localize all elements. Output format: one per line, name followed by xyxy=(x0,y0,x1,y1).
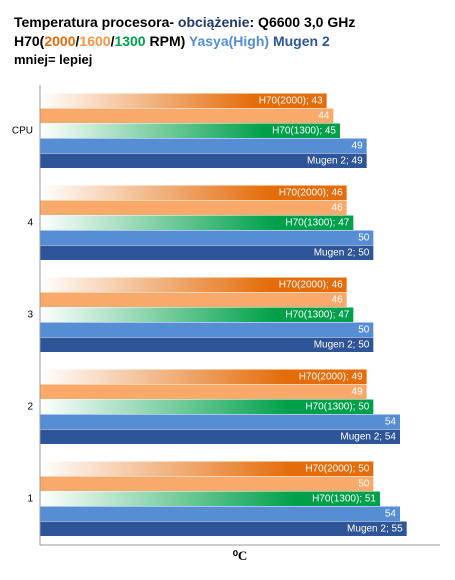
data-label: 49 xyxy=(352,141,364,152)
y-tick-label: 1 xyxy=(27,494,33,505)
data-label: H70(2000); 50 xyxy=(305,464,369,475)
x-axis-label: ⁰C xyxy=(233,548,248,563)
bar xyxy=(40,476,374,491)
bar xyxy=(40,399,374,414)
bar xyxy=(40,245,374,260)
title-segment: 1600 xyxy=(79,33,110,49)
bar xyxy=(40,307,354,322)
y-tick-label: CPU xyxy=(12,126,33,137)
title-segment: / xyxy=(111,33,115,49)
title-segment: mniej= lepiej xyxy=(14,52,92,67)
title-line: mniej= lepiej xyxy=(14,52,92,67)
title-segment: H70( xyxy=(14,33,45,49)
data-label: H70(2000); 49 xyxy=(299,372,363,383)
bar xyxy=(40,200,347,215)
bar xyxy=(40,337,374,352)
bar xyxy=(40,230,374,245)
bar xyxy=(40,108,334,123)
data-label: 50 xyxy=(358,233,370,244)
data-label: Mugen 2; 55 xyxy=(347,524,403,535)
bar xyxy=(40,153,367,168)
data-label: H70(1300); 51 xyxy=(312,494,376,505)
data-label: 44 xyxy=(318,111,330,122)
data-label: H70(2000); 46 xyxy=(279,280,343,291)
data-label: H70(1300); 47 xyxy=(285,218,349,229)
data-label: 46 xyxy=(332,295,344,306)
bar xyxy=(40,521,407,536)
y-tick-label: 3 xyxy=(27,310,33,321)
bar xyxy=(40,506,400,521)
bar xyxy=(40,292,347,307)
bar xyxy=(40,369,367,384)
data-label: Mugen 2; 50 xyxy=(314,340,370,351)
title-segment: 1300 xyxy=(114,33,145,49)
title-segment: Mugen 2 xyxy=(269,33,330,49)
title-segment: RPM) xyxy=(146,33,186,49)
y-tick-label: 4 xyxy=(27,218,33,229)
title-segment: Yasya(High) xyxy=(185,33,269,49)
data-label: Mugen 2; 54 xyxy=(340,432,396,443)
bar xyxy=(40,93,327,108)
bar xyxy=(40,138,367,153)
data-label: 46 xyxy=(332,203,344,214)
bar xyxy=(40,215,354,230)
bar xyxy=(40,277,347,292)
bar xyxy=(40,491,380,506)
y-tick-label: 2 xyxy=(27,402,33,413)
bar xyxy=(40,461,374,476)
title-segment: / xyxy=(76,33,80,49)
data-label: H70(2000); 46 xyxy=(279,188,343,199)
data-label: H70(1300); 50 xyxy=(305,402,369,413)
bar xyxy=(40,414,400,429)
data-label: 49 xyxy=(352,387,364,398)
title-line: Temperatura procesora- obciążenie: Q6600… xyxy=(14,14,355,30)
title-segment: Temperatura procesora- xyxy=(14,14,178,30)
data-label: H70(1300); 45 xyxy=(272,126,336,137)
data-label: H70(2000); 43 xyxy=(259,96,323,107)
bar xyxy=(40,384,367,399)
data-label: 54 xyxy=(385,509,397,520)
data-label: Mugen 2; 50 xyxy=(314,248,370,259)
data-label: 54 xyxy=(385,417,397,428)
data-label: H70(1300); 47 xyxy=(285,310,349,321)
bar xyxy=(40,185,347,200)
bar xyxy=(40,123,340,138)
data-label: 50 xyxy=(358,325,370,336)
title-segment: : Q6600 3,0 GHz xyxy=(250,14,356,30)
bar xyxy=(40,429,400,444)
title-segment: 2000 xyxy=(44,33,75,49)
bar xyxy=(40,322,374,337)
title-line: H70(2000/1600/1300 RPM) Yasya(High) Muge… xyxy=(14,33,330,49)
title-segment: obciążenie xyxy=(178,14,250,30)
data-label: Mugen 2; 49 xyxy=(307,156,363,167)
data-label: 50 xyxy=(358,479,370,490)
